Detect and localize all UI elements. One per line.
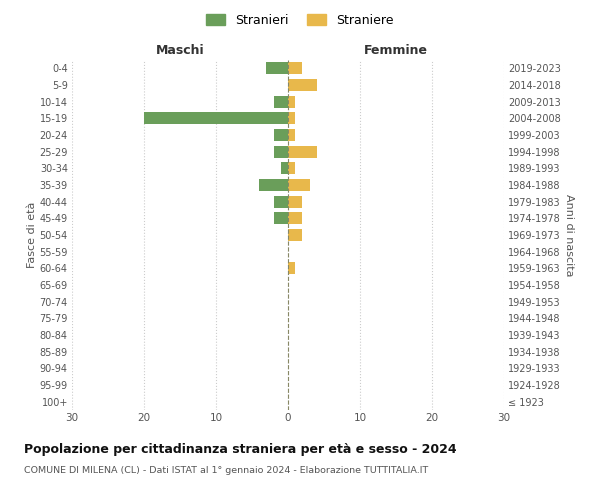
Text: Popolazione per cittadinanza straniera per età e sesso - 2024: Popolazione per cittadinanza straniera p… — [24, 442, 457, 456]
Bar — [288, 96, 295, 108]
Bar — [274, 129, 288, 141]
Legend: Stranieri, Straniere: Stranieri, Straniere — [202, 8, 398, 32]
Bar — [266, 62, 288, 74]
Bar — [288, 196, 302, 207]
Text: COMUNE DI MILENA (CL) - Dati ISTAT al 1° gennaio 2024 - Elaborazione TUTTITALIA.: COMUNE DI MILENA (CL) - Dati ISTAT al 1°… — [24, 466, 428, 475]
Bar — [288, 62, 302, 74]
Bar — [288, 146, 317, 158]
Bar — [274, 196, 288, 207]
Bar — [274, 96, 288, 108]
Bar — [288, 262, 295, 274]
Bar — [288, 112, 295, 124]
Bar — [274, 146, 288, 158]
Bar — [288, 179, 310, 191]
Bar — [288, 162, 295, 174]
Bar — [281, 162, 288, 174]
Bar — [259, 179, 288, 191]
Y-axis label: Anni di nascita: Anni di nascita — [564, 194, 574, 276]
Y-axis label: Fasce di età: Fasce di età — [26, 202, 37, 268]
Bar — [144, 112, 288, 124]
Text: Femmine: Femmine — [364, 44, 428, 57]
Bar — [288, 79, 317, 91]
Text: Maschi: Maschi — [155, 44, 205, 57]
Bar — [288, 229, 302, 241]
Bar — [274, 212, 288, 224]
Bar — [288, 212, 302, 224]
Bar — [288, 129, 295, 141]
